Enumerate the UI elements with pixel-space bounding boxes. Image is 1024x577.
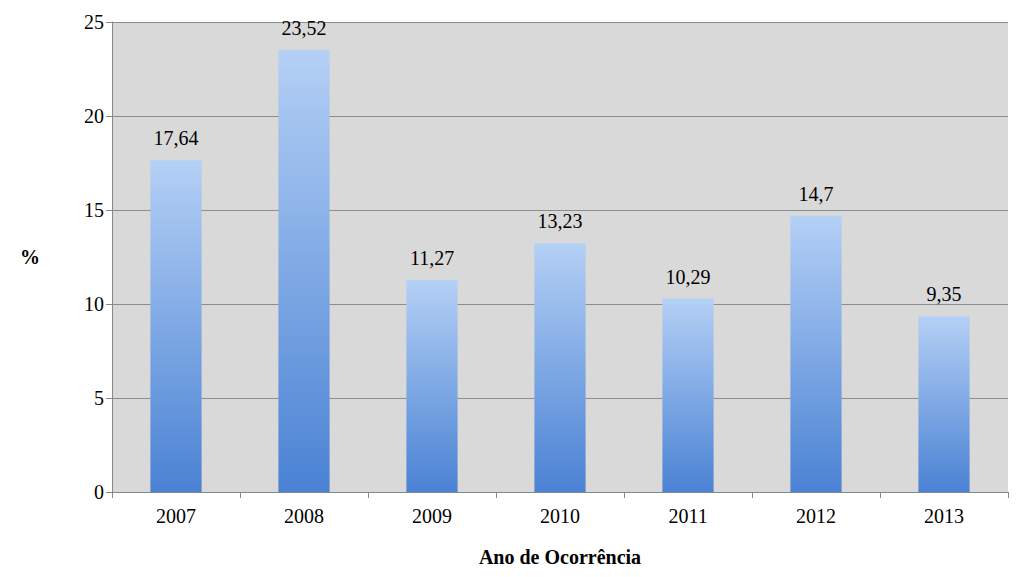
svg-text:10: 10	[84, 293, 104, 315]
svg-text:2012: 2012	[796, 505, 836, 527]
svg-text:5: 5	[94, 387, 104, 409]
svg-text:9,35: 9,35	[927, 283, 962, 305]
svg-text:20: 20	[84, 105, 104, 127]
svg-text:14,7: 14,7	[799, 183, 834, 205]
svg-text:2008: 2008	[284, 505, 324, 527]
svg-text:%: %	[20, 246, 40, 268]
svg-text:2007: 2007	[156, 505, 196, 527]
svg-text:11,27: 11,27	[410, 247, 454, 269]
svg-text:25: 25	[84, 11, 104, 33]
svg-text:2013: 2013	[924, 505, 964, 527]
svg-text:2009: 2009	[412, 505, 452, 527]
svg-text:15: 15	[84, 199, 104, 221]
svg-text:13,23: 13,23	[538, 210, 583, 232]
svg-text:2010: 2010	[540, 505, 580, 527]
svg-text:Ano de Ocorrência: Ano de Ocorrência	[479, 546, 641, 568]
svg-text:0: 0	[94, 481, 104, 503]
svg-text:23,52: 23,52	[282, 17, 327, 39]
svg-text:17,64: 17,64	[154, 127, 199, 149]
svg-text:2011: 2011	[668, 505, 707, 527]
svg-text:10,29: 10,29	[666, 266, 711, 288]
